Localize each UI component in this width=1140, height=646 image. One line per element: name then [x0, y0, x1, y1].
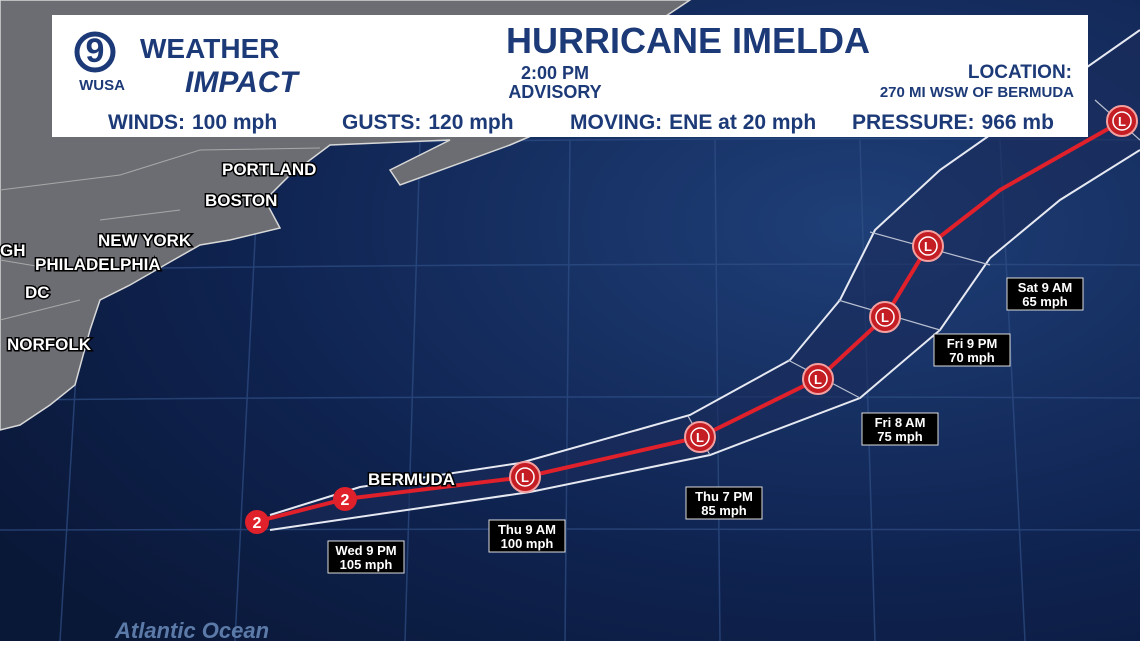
low-symbol: L [924, 239, 932, 254]
forecast-box [488, 519, 566, 553]
low-ring [1112, 111, 1132, 131]
category: 2 [253, 515, 262, 532]
city: NEW YORK [98, 231, 192, 250]
location-label: LOCATION: [968, 62, 1072, 83]
forecast-wind: 85 mph [701, 503, 747, 518]
header-panel [52, 15, 1088, 137]
low-symbol: L [814, 372, 822, 387]
stat: GUSTS: 120 mph [342, 111, 514, 134]
location-value: 270 MI WSW OF BERMUDA [880, 84, 1074, 101]
low-ring [690, 427, 710, 447]
stat-value: 100 mph [192, 111, 277, 134]
logo-eye [74, 31, 116, 73]
advisory-label: ADVISORY [508, 82, 601, 102]
low-symbol: L [881, 310, 889, 325]
forecast-box [861, 412, 939, 446]
forecast-wind: 105 mph [340, 557, 393, 572]
stat-label: WINDS: [108, 111, 185, 134]
low-ring [918, 236, 938, 256]
stat-value: ENE at 20 mph [669, 111, 816, 134]
hurricane-marker [245, 510, 269, 534]
advisory-time: 2:00 PM [521, 63, 589, 83]
logo-number: 9 [86, 32, 105, 70]
city: DC [25, 283, 50, 302]
island: BERMUDA [368, 470, 455, 489]
forecast-time: Fri 8 AM [875, 415, 926, 430]
low-symbol: L [696, 430, 704, 445]
stat: MOVING: ENE at 20 mph [570, 111, 816, 134]
forecast-time: Fri 9 PM [947, 336, 998, 351]
ocean-label: Atlantic Ocean [114, 618, 269, 641]
city: PHILADELPHIA [35, 255, 161, 274]
borders [0, 147, 321, 321]
stat-value: 120 mph [428, 111, 513, 134]
forecast-wind: 100 mph [501, 536, 554, 551]
city-labels: PORTLAND BOSTON NEW YORK GH PHILADELPHIA… [0, 159, 456, 491]
low-marker [912, 230, 944, 262]
forecast-wind: 65 mph [1022, 294, 1068, 309]
low-ring [875, 307, 895, 327]
stat-label: PRESSURE: [852, 111, 975, 134]
forecast-box [327, 540, 405, 574]
forecast-time: Wed 9 PM [335, 543, 396, 558]
cone-edge [269, 29, 1140, 516]
forecast-wind: 75 mph [877, 429, 923, 444]
low-marker [1106, 105, 1138, 137]
hurricane-marker [333, 487, 357, 511]
category: 2 [341, 492, 350, 509]
logo-word: WEATHER [140, 33, 279, 64]
low-marker [869, 301, 901, 333]
cone-edge [269, 149, 1140, 531]
forecast-time: Thu 7 PM [695, 489, 753, 504]
low-marker [802, 363, 834, 395]
city: PORTLAND [222, 160, 316, 179]
forecast-box [933, 333, 1011, 367]
low-ring [808, 369, 828, 389]
forecast-time: Sat 9 AM [1018, 280, 1072, 295]
stat-label: MOVING: [570, 111, 662, 134]
forecast-box [1006, 277, 1084, 311]
city: BOSTON [205, 191, 277, 210]
city: NORFOLK [7, 335, 92, 354]
logo-word: IMPACT [185, 66, 300, 99]
stat: WINDS: 100 mph [108, 111, 277, 134]
low-ring [515, 467, 535, 487]
low-symbol: L [1118, 114, 1126, 129]
logo-station: WUSA [79, 77, 125, 94]
stat: PRESSURE: 966 mb [852, 111, 1054, 134]
low-marker [684, 421, 716, 453]
forecast-wind: 70 mph [949, 350, 995, 365]
low-markers: L L L L L L [509, 105, 1138, 493]
low-symbol: L [521, 470, 529, 485]
forecast-box [685, 486, 763, 520]
low-marker [509, 461, 541, 493]
stats: WINDS: 100 mph GUSTS: 120 mph MOVING: ENE at … [108, 111, 1054, 134]
city: GH [0, 241, 26, 260]
forecast-time: Thu 9 AM [498, 522, 556, 537]
title: HURRICANE IMELDA [506, 20, 870, 61]
stat-label: GUSTS: [342, 111, 421, 134]
stat-value: 966 mb [982, 111, 1054, 134]
